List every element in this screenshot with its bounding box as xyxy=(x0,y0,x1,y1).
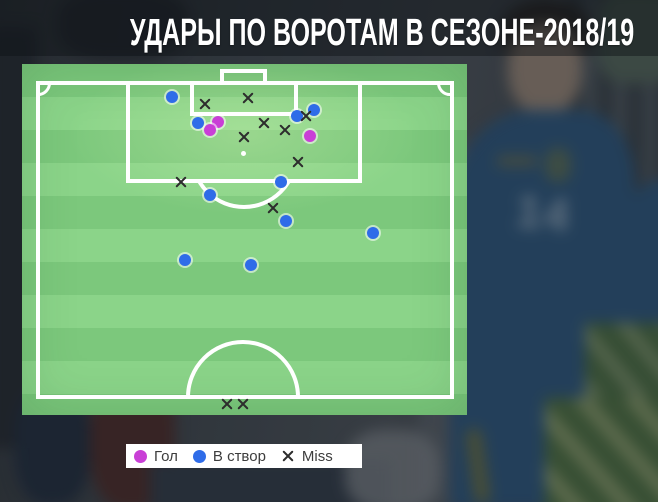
shot-marker-goal xyxy=(204,124,216,136)
stadium-structure xyxy=(598,0,658,83)
shot-marker-miss xyxy=(198,97,212,111)
shot-marker-miss xyxy=(236,397,250,411)
penalty-spot xyxy=(241,151,246,156)
shot-marker-miss xyxy=(220,397,234,411)
shot-marker-on-target xyxy=(275,176,287,188)
shot-marker-on-target xyxy=(245,259,257,271)
shot-marker-on-target xyxy=(179,254,191,266)
background-dark-shape xyxy=(58,0,188,60)
shot-marker-on-target xyxy=(166,91,178,103)
shot-marker-on-target xyxy=(280,215,292,227)
legend-on-target-label: В створ xyxy=(212,447,266,465)
legend-item-miss: Miss xyxy=(281,448,333,465)
legend-item-goal: Гол xyxy=(134,448,178,465)
shot-marker-miss xyxy=(266,201,280,215)
penalty-area-line xyxy=(126,81,362,183)
shot-marker-miss xyxy=(257,116,271,130)
ad-board xyxy=(545,398,658,502)
corner-arc-left xyxy=(38,83,51,96)
jersey-brand-mark xyxy=(497,156,537,166)
shot-marker-goal xyxy=(304,130,316,142)
shot-marker-miss xyxy=(237,130,251,144)
miss-marker-icon xyxy=(281,449,295,463)
penalty-arc xyxy=(187,183,301,221)
shot-marker-on-target xyxy=(204,189,216,201)
goal-frame xyxy=(220,69,267,85)
title-band xyxy=(0,0,658,56)
player-face xyxy=(508,22,582,114)
on-target-marker-icon xyxy=(192,449,206,463)
shot-marker-miss xyxy=(299,109,313,123)
shot-marker-miss xyxy=(241,91,255,105)
shot-marker-miss xyxy=(174,175,188,189)
shot-marker-miss xyxy=(278,123,292,137)
shot-marker-on-target xyxy=(367,227,379,239)
shot-marker-miss xyxy=(291,155,305,169)
goal-marker-icon xyxy=(134,449,147,463)
shot-marker-goal xyxy=(212,116,224,128)
page-title: УДАРЫ ПО ВОРОТАМ В СЕЗОНЕ-2018/19 xyxy=(0,12,658,55)
legend-miss-label: Miss xyxy=(301,447,333,465)
six-yard-box-line xyxy=(190,81,298,116)
legend-item-on-target: В створ xyxy=(192,447,266,465)
legend-goal-label: Гол xyxy=(154,447,178,465)
legend: Гол В створ Miss xyxy=(126,444,362,468)
jersey-crest xyxy=(545,148,571,182)
corner-arc-right xyxy=(437,83,450,96)
pitch xyxy=(22,64,467,415)
page-title-text: УДАРЫ ПО ВОРОТАМ В СЕЗОНЕ-2018/19 xyxy=(129,12,635,54)
centre-circle xyxy=(185,340,301,397)
shot-marker-on-target xyxy=(192,117,204,129)
